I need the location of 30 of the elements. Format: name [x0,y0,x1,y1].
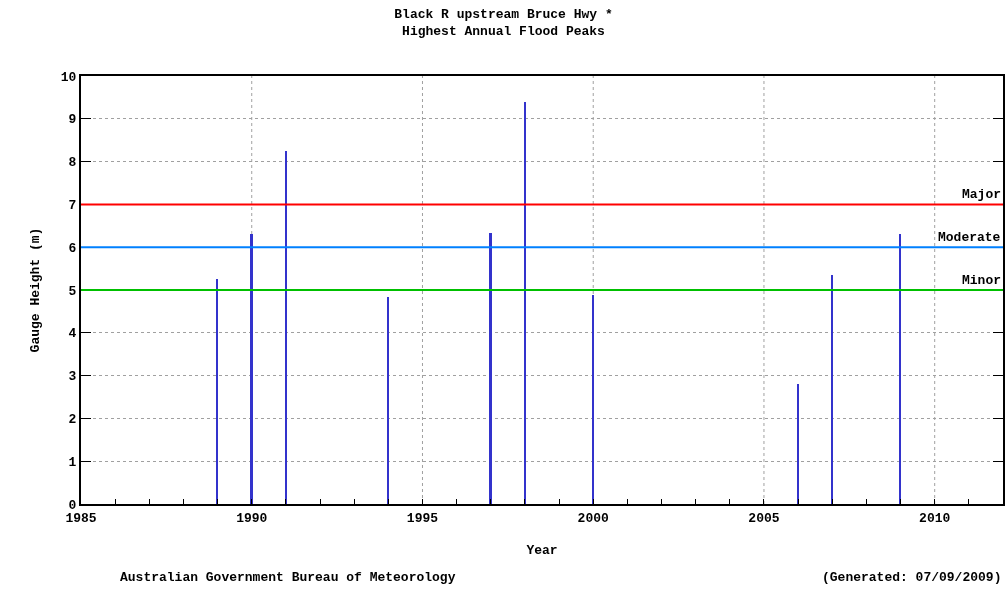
y-tick-label: 10 [60,69,77,85]
x-tick-label: 2005 [748,510,780,526]
bar [831,275,833,504]
x-tick-label: 1995 [406,510,439,526]
ref-line-label: Moderate [938,230,1001,245]
y-tick-label: 5 [68,283,77,299]
y-tick-label: 4 [68,326,77,342]
x-tick-label: 2010 [919,510,951,526]
text: (Generated: 07/09/2009) [822,570,1002,585]
y-tick-label: 9 [68,112,77,128]
y-tick-label: 2 [68,411,77,427]
text: Australian Government Bureau of Meteorology [120,570,456,585]
y-tick-label: 1 [68,454,77,470]
x-axis-title: Year [526,542,558,558]
x-tick-label: 2000 [577,510,610,526]
y-tick-label: 3 [68,369,77,385]
bar [387,297,389,504]
x-tick-label: 1985 [65,510,97,526]
ref-line-label: Major [962,187,1002,202]
y-axis-title: Gauge Height (m) [28,227,44,353]
y-tick-label: 7 [68,197,77,213]
bar [899,234,901,504]
bar [216,279,218,504]
y-tick-label: 8 [68,155,77,171]
x-tick-label: 1990 [236,510,268,526]
y-tick-label: 6 [68,240,77,256]
ref-line-label: Minor [962,273,1002,288]
bar [489,233,492,504]
chart-title: Black R upstream Bruce Hwy * Highest Annual Flood Peaks [394,6,613,39]
y-tick-label: 0 [68,497,77,513]
